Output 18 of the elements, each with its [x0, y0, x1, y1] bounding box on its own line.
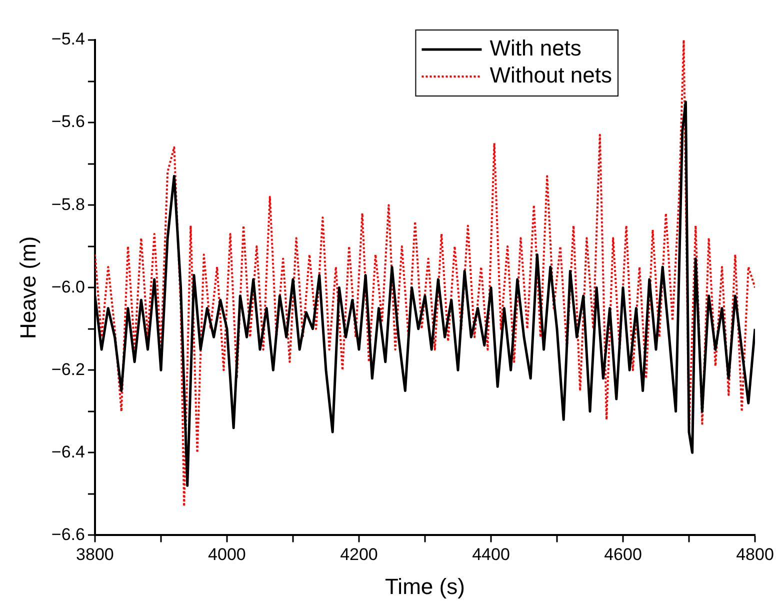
y-axis-title: Heave (m): [15, 236, 40, 339]
x-tick-label: 4000: [208, 545, 246, 564]
y-tick-label: −6.0: [51, 277, 85, 296]
x-axis-title: Time (s): [385, 574, 465, 599]
y-tick-label: −6.4: [51, 442, 85, 462]
x-tick-label: 4400: [472, 545, 510, 564]
y-tick-label: −5.4: [51, 30, 85, 49]
y-tick-label: −5.8: [51, 194, 85, 214]
y-tick-label: −6.2: [51, 360, 85, 379]
x-tick-label: 4600: [604, 545, 642, 564]
x-tick-label: 3800: [76, 545, 114, 564]
y-tick-label: −5.6: [51, 112, 85, 132]
line-series: [94, 40, 755, 508]
legend-label: Without nets: [490, 62, 612, 88]
legend-label: With nets: [490, 36, 582, 61]
x-tick-label: 4800: [736, 545, 774, 564]
y-tick-label: −6.6: [51, 524, 85, 544]
x-tick-label: 4200: [340, 545, 378, 564]
